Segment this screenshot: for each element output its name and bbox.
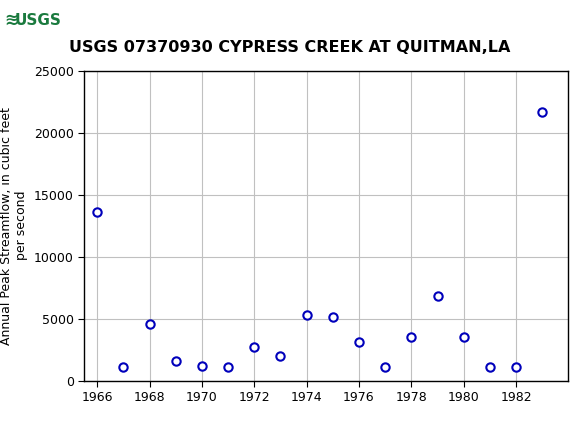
Text: ≋: ≋: [5, 11, 19, 29]
Text: USGS: USGS: [14, 13, 61, 28]
Text: USGS 07370930 CYPRESS CREEK AT QUITMAN,LA: USGS 07370930 CYPRESS CREEK AT QUITMAN,L…: [70, 40, 510, 55]
Bar: [3, 3, 70, 38]
Y-axis label: Annual Peak Streamflow, in cubic feet
per second: Annual Peak Streamflow, in cubic feet pe…: [0, 107, 28, 345]
